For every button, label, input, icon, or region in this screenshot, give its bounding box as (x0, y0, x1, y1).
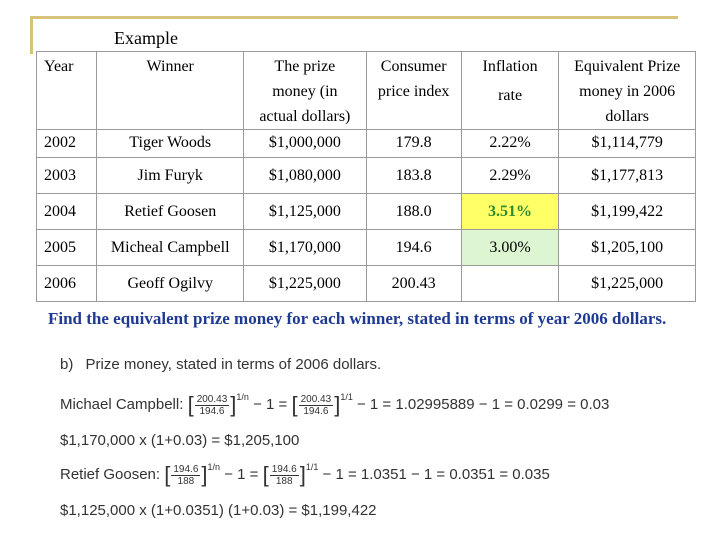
header-winner: Winner (96, 51, 245, 130)
cell-prize: $1,225,000 (243, 265, 367, 302)
goosen-formula: Retief Goosen: [194.6 188]1/n − 1 = [194.… (60, 462, 550, 488)
cell-year: 2005 (35, 229, 98, 266)
goosen-fraction-1: 194.6 188 (171, 463, 201, 487)
table-header-row: Year Winner The prize money (in actual d… (35, 51, 696, 130)
cell-equivalent: $1,225,000 (558, 265, 696, 302)
cell-inflation: 2.22% (460, 129, 560, 158)
bracket-open-icon: [ (164, 462, 171, 488)
table-row: 2003 Jim Furyk $1,080,000 183.8 2.29% $1… (35, 157, 696, 194)
header-year: Year (35, 51, 98, 130)
cell-cpi: 188.0 (365, 193, 462, 230)
bracket-open-icon: [ (262, 462, 269, 488)
campbell-label: Michael Campbell: (60, 396, 184, 413)
cell-year: 2004 (35, 193, 98, 230)
campbell-formula: Michael Campbell: [200.43 194.6]1/n − 1 =… (60, 392, 610, 418)
cell-prize: $1,125,000 (243, 193, 367, 230)
cell-year: 2006 (35, 265, 98, 302)
cell-prize: $1,170,000 (243, 229, 367, 266)
cell-year: 2003 (35, 157, 98, 194)
cell-cpi: 179.8 (365, 129, 462, 158)
cell-inflation (460, 265, 560, 302)
table-row: 2006 Geoff Ogilvy $1,225,000 200.43 $1,2… (35, 265, 696, 302)
bracket-open-icon: [ (291, 392, 298, 418)
goosen-calculation: $1,125,000 x (1+0.0351) (1+0.03) = $1,19… (60, 502, 377, 519)
decorative-left-line (30, 16, 33, 54)
cell-equivalent: $1,205,100 (558, 229, 696, 266)
cell-prize: $1,000,000 (243, 129, 367, 158)
bracket-close-icon: ] (334, 392, 341, 418)
cell-inflation-highlighted: 3.00% (460, 229, 560, 266)
cell-inflation-highlighted: 3.51% (460, 193, 560, 230)
question-text: Find the equivalent prize money for each… (48, 309, 667, 328)
decorative-top-line (30, 16, 678, 19)
cell-winner: Jim Furyk (96, 157, 245, 194)
goosen-label: Retief Goosen: (60, 466, 161, 483)
cell-winner: Tiger Woods (96, 129, 245, 158)
cell-year: 2002 (35, 129, 98, 158)
slide-label: Example (114, 28, 178, 48)
cell-equivalent: $1,114,779 (558, 129, 696, 158)
bracket-close-icon: ] (299, 462, 306, 488)
table-row: 2002 Tiger Woods $1,000,000 179.8 2.22% … (35, 129, 696, 158)
header-inflation: Inflation rate (460, 51, 560, 130)
bracket-open-icon: [ (187, 392, 194, 418)
cell-winner: Micheal Campbell (96, 229, 245, 266)
goosen-fraction-2: 194.6 188 (269, 463, 299, 487)
bracket-close-icon: ] (230, 392, 237, 418)
cell-inflation: 2.29% (460, 157, 560, 194)
bracket-close-icon: ] (201, 462, 208, 488)
header-equivalent: Equivalent Prize money in 2006 dollars (558, 51, 696, 130)
campbell-fraction-1: 200.43 194.6 (194, 393, 230, 417)
cell-prize: $1,080,000 (243, 157, 367, 194)
cell-winner: Geoff Ogilvy (96, 265, 245, 302)
part-title: Prize money, stated in terms of 2006 dol… (85, 356, 382, 373)
cell-cpi: 183.8 (365, 157, 462, 194)
campbell-fraction-2: 200.43 194.6 (298, 393, 334, 417)
cell-equivalent: $1,199,422 (558, 193, 696, 230)
cell-winner: Retief Goosen (96, 193, 245, 230)
header-prize: The prize money (in actual dollars) (243, 51, 367, 130)
prize-money-table: Year Winner The prize money (in actual d… (35, 51, 696, 302)
table-row: 2004 Retief Goosen $1,125,000 188.0 3.51… (35, 193, 696, 230)
header-cpi: Consumer price index (365, 51, 462, 130)
cell-equivalent: $1,177,813 (558, 157, 696, 194)
part-label: b) (60, 356, 74, 373)
cell-cpi: 194.6 (365, 229, 462, 266)
cell-cpi: 200.43 (365, 265, 462, 302)
part-heading: b) Prize money, stated in terms of 2006 … (60, 356, 381, 373)
table-row: 2005 Micheal Campbell $1,170,000 194.6 3… (35, 229, 696, 266)
campbell-calculation: $1,170,000 x (1+0.03) = $1,205,100 (60, 432, 300, 449)
